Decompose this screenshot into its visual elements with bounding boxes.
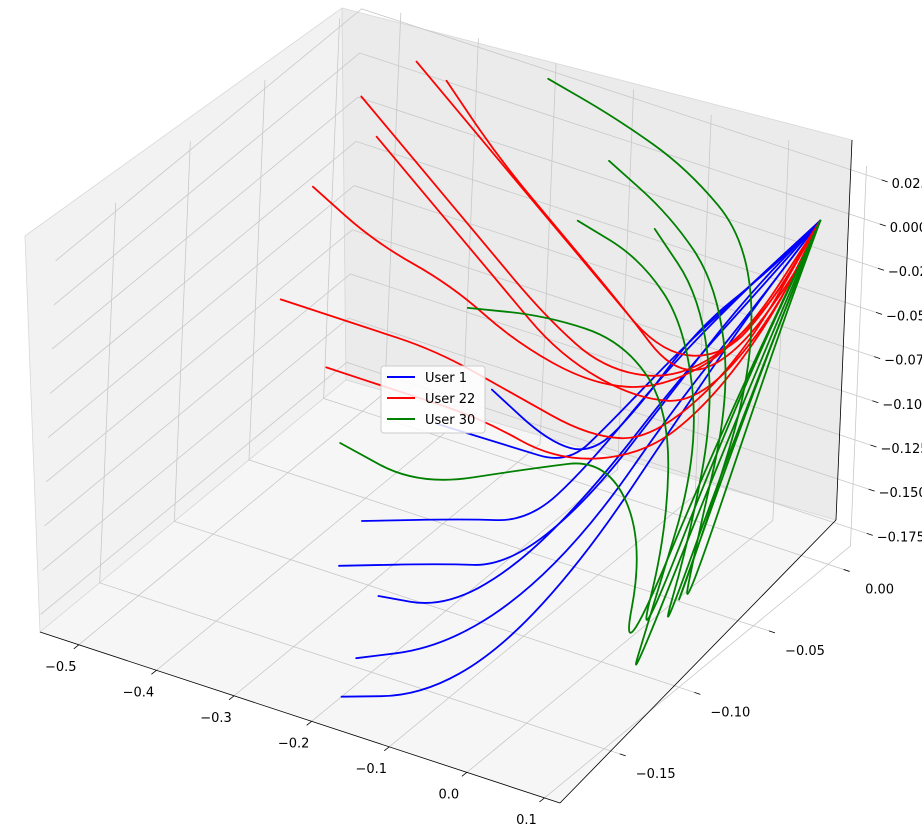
x-tick-mark [306, 721, 312, 726]
z-tick-mark [881, 179, 888, 183]
y-tick-mark [619, 753, 626, 757]
x-tick-label: −0.1 [355, 762, 387, 777]
z-tick-mark [875, 312, 883, 315]
z-tick-label: −0.100 [882, 398, 922, 413]
tick-labels: −0.5 −0.4 −0.3 −0.2 −0.1 0.0 0.1 −0.15 −0.10 −0.0… [45, 177, 922, 825]
y-tick-mark [843, 569, 850, 572]
z-tick-label: 0.000 [890, 221, 922, 236]
y-tick-mark [768, 630, 776, 634]
x-tick-label: −0.2 [278, 736, 310, 751]
z-gridline [51, 96, 879, 350]
z-tick-label: −0.125 [880, 442, 922, 457]
legend-label-user-30: User 30 [425, 413, 475, 428]
z-gridline [44, 273, 871, 527]
x-axis-line [39, 631, 561, 804]
x-gridline [311, 89, 635, 722]
x-tick-mark [228, 695, 235, 701]
trajectory-user-30 [653, 219, 822, 618]
series-user-22 [279, 60, 822, 460]
x-tick-label: 0.1 [516, 813, 537, 825]
z-gridline [53, 52, 880, 306]
trajectory-user-22 [375, 135, 822, 402]
z-gridline [40, 361, 867, 615]
y-tick-label: −0.10 [710, 705, 750, 720]
y-tick-label: −0.05 [785, 644, 825, 659]
z-tick-mark [872, 400, 879, 404]
trajectory-user-1 [338, 219, 822, 567]
z-gridline [42, 317, 869, 571]
x-tick-mark [384, 746, 390, 752]
trajectory-user-22 [445, 79, 822, 371]
z-gridline [47, 185, 875, 438]
trajectory-user-1 [361, 219, 822, 522]
trajectory-user-22 [360, 95, 822, 377]
y-tick-mark [694, 691, 701, 695]
x-tick-mark [73, 644, 80, 650]
y-gridline [323, 18, 844, 570]
x-tick-mark [151, 669, 157, 675]
trajectory-user-1 [377, 219, 822, 604]
trajectory-user-30 [576, 219, 822, 666]
z-tick-mark [868, 488, 875, 492]
y-gridline [173, 141, 695, 693]
z-tick-mark [866, 532, 873, 536]
z-tick-label: −0.075 [884, 354, 922, 369]
legend-label-user-22: User 22 [425, 392, 475, 407]
z-tick-label: −0.175 [877, 530, 922, 545]
z-tick-label: −0.150 [879, 486, 922, 501]
z-tick-mark [877, 267, 885, 271]
z-tick-label: −0.050 [886, 309, 922, 324]
x-gridline [466, 140, 790, 773]
z-tick-label: −0.025 [888, 265, 922, 280]
z-tick-mark [870, 444, 877, 448]
trajectory-user-30 [339, 219, 822, 634]
trajectory-user-30 [608, 159, 822, 595]
z-gridline [55, 8, 882, 262]
z-axis-line [835, 139, 853, 521]
axes [39, 139, 853, 804]
legend-label-user-1: User 1 [425, 371, 467, 386]
series-user-30 [339, 77, 822, 666]
x-tick-mark [461, 772, 468, 777]
trajectory-user-30 [466, 219, 822, 621]
y-tick-label: 0.00 [865, 582, 894, 597]
z-gridline [46, 229, 873, 483]
x-tick-label: −0.3 [200, 711, 232, 726]
x-tick-mark [539, 797, 545, 803]
z-tick-label: 0.025 [892, 177, 922, 192]
trajectory-user-30 [547, 77, 822, 601]
trajectory-user-1 [437, 219, 822, 459]
y-axis-line [559, 519, 837, 804]
grid-lines [40, 8, 888, 803]
legend-box [380, 365, 486, 434]
y-tick-label: −0.15 [636, 767, 676, 782]
x-tick-label: −0.4 [123, 685, 155, 700]
x-tick-label: −0.5 [45, 660, 77, 675]
z-tick-mark [874, 356, 881, 359]
x-tick-label: 0.0 [439, 787, 460, 802]
x-gridline [233, 63, 557, 697]
y-gridline [248, 79, 770, 632]
trajectory-user-22 [279, 219, 822, 440]
z-gridline [49, 140, 877, 394]
z-tick-mark [879, 223, 886, 227]
y-gridline [99, 202, 620, 755]
trajectories [279, 60, 822, 698]
legend: User 1 User 22 User 30 [380, 365, 486, 434]
trajectory-user-22 [312, 185, 822, 388]
